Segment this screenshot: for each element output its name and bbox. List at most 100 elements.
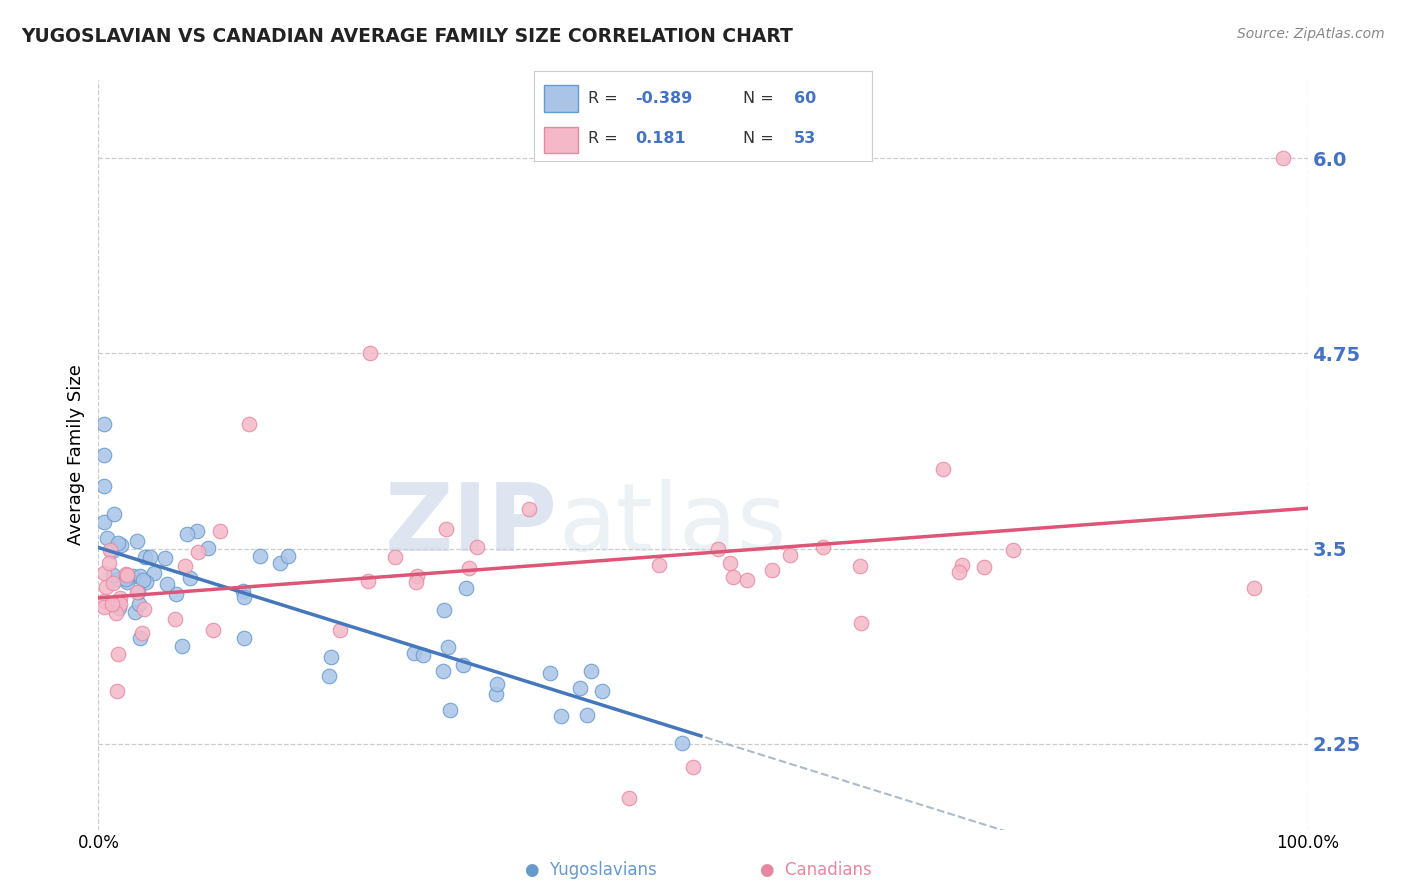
Point — [238, 417, 260, 431]
Point — [735, 573, 758, 587]
Text: N =: N = — [744, 131, 779, 145]
Point — [517, 501, 540, 516]
Point — [718, 556, 741, 570]
Point — [101, 543, 124, 558]
Point — [110, 591, 132, 606]
Point — [129, 569, 152, 583]
Point — [98, 556, 121, 570]
Text: 60: 60 — [794, 91, 817, 105]
Point — [128, 598, 150, 612]
Point — [208, 524, 231, 538]
Point — [232, 583, 254, 598]
Point — [93, 515, 115, 529]
Point — [173, 558, 195, 573]
Point — [139, 549, 162, 564]
Point — [115, 568, 138, 582]
Point — [1272, 151, 1295, 165]
Point — [950, 558, 973, 572]
Point — [98, 543, 121, 558]
Point — [591, 684, 613, 698]
Point — [93, 479, 115, 493]
Point — [110, 537, 132, 551]
Point — [406, 569, 429, 583]
Point — [1243, 581, 1265, 595]
Point — [101, 576, 124, 591]
Point — [93, 448, 115, 462]
Point — [108, 600, 131, 615]
Point — [948, 565, 970, 579]
Point — [176, 526, 198, 541]
Point — [569, 681, 592, 695]
Point — [581, 665, 603, 679]
Point — [114, 566, 136, 581]
Point — [129, 632, 152, 646]
FancyBboxPatch shape — [544, 85, 578, 112]
Point — [110, 597, 132, 611]
Point — [575, 708, 598, 723]
Point — [359, 346, 381, 360]
Text: -0.389: -0.389 — [636, 91, 693, 105]
FancyBboxPatch shape — [544, 127, 578, 153]
Point — [96, 531, 118, 545]
Text: atlas: atlas — [558, 479, 786, 571]
Point — [538, 665, 561, 680]
Point — [132, 602, 155, 616]
Point — [451, 657, 474, 672]
Point — [165, 587, 187, 601]
Point — [721, 570, 744, 584]
Point — [93, 417, 115, 431]
Point — [115, 572, 138, 586]
Point — [115, 569, 138, 583]
Text: R =: R = — [588, 131, 628, 145]
Point — [186, 524, 208, 538]
Point — [201, 623, 224, 637]
Text: 0.181: 0.181 — [636, 131, 686, 145]
Text: N =: N = — [744, 91, 779, 105]
Point — [101, 597, 124, 611]
Point — [249, 549, 271, 563]
Point — [384, 550, 406, 565]
Text: ZIP: ZIP — [385, 479, 558, 571]
Point — [179, 571, 201, 585]
Point — [465, 540, 488, 554]
Point — [973, 560, 995, 574]
Point — [707, 541, 730, 556]
Text: ●  Canadians: ● Canadians — [759, 861, 872, 879]
Point — [93, 600, 115, 615]
Point — [93, 566, 115, 580]
Point — [485, 687, 508, 701]
Point — [94, 580, 117, 594]
Text: 53: 53 — [794, 131, 817, 145]
Point — [135, 574, 157, 589]
Text: R =: R = — [588, 91, 623, 105]
Point — [104, 606, 127, 620]
Text: ●  Yugoslavians: ● Yugoslavians — [524, 861, 657, 879]
Point — [233, 590, 256, 604]
Point — [457, 561, 479, 575]
Point — [432, 664, 454, 678]
Point — [172, 639, 194, 653]
Point — [124, 605, 146, 619]
Point — [117, 575, 139, 590]
Point — [93, 594, 115, 608]
Point — [277, 549, 299, 563]
Point — [134, 550, 156, 565]
Point — [454, 581, 477, 595]
Point — [357, 574, 380, 589]
Point — [433, 603, 456, 617]
Point — [187, 545, 209, 559]
Point — [156, 577, 179, 591]
Point — [550, 708, 572, 723]
Point — [405, 574, 427, 589]
Point — [761, 563, 783, 577]
Point — [648, 558, 671, 572]
Point — [404, 646, 426, 660]
Point — [163, 612, 186, 626]
Point — [932, 462, 955, 476]
Point — [439, 703, 461, 717]
Point — [269, 556, 291, 570]
Text: YUGOSLAVIAN VS CANADIAN AVERAGE FAMILY SIZE CORRELATION CHART: YUGOSLAVIAN VS CANADIAN AVERAGE FAMILY S… — [21, 27, 793, 45]
Point — [132, 574, 155, 588]
Point — [619, 791, 641, 805]
Point — [197, 541, 219, 555]
